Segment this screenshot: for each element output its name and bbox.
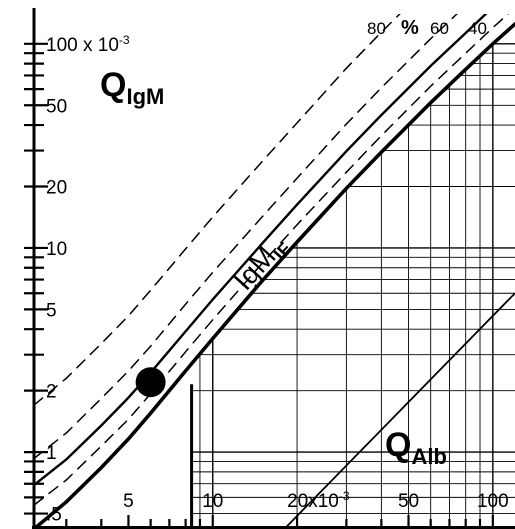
x-tick-label: 50 bbox=[398, 491, 419, 512]
x-tick-label-base: 20x10 bbox=[287, 491, 339, 512]
series-lines bbox=[34, 14, 515, 529]
x-tick-label: 5 bbox=[123, 491, 134, 512]
x-axis-title-sub: Alb bbox=[411, 444, 446, 469]
series-line bbox=[34, 14, 458, 460]
percent-label-80: 80 bbox=[367, 19, 386, 38]
series-line bbox=[34, 14, 510, 506]
y-tick-label-base: 100 x 10 bbox=[46, 35, 119, 56]
y-tick-label: 50 bbox=[46, 96, 67, 117]
data-points bbox=[135, 367, 166, 398]
series-line bbox=[34, 22, 515, 529]
x-axis-title-main: Q bbox=[385, 426, 411, 464]
series-line bbox=[34, 14, 401, 406]
tick-marks bbox=[24, 42, 494, 529]
y-tick-label: 5 bbox=[46, 300, 57, 321]
y-axis-title-main: Q bbox=[100, 66, 126, 104]
percent-label-40: 40 bbox=[468, 19, 487, 38]
x-tick-label: 100 bbox=[477, 491, 509, 512]
y-axis-title-sub: IgM bbox=[126, 84, 164, 109]
reference-lines bbox=[190, 292, 515, 529]
percent-label-60: 60 bbox=[430, 19, 449, 38]
y-tick-label: 1 bbox=[46, 443, 57, 464]
x-tick-label-exp: -3 bbox=[339, 489, 350, 503]
y-tick-label: 100 x 10-3 bbox=[46, 33, 130, 56]
x-axis-title: QAlb bbox=[385, 426, 447, 469]
x-tick-label: 10 bbox=[202, 491, 223, 512]
y-axis-title: QIgM bbox=[100, 66, 164, 109]
y-tick-label: 2 bbox=[46, 382, 57, 403]
chart-titles: QIgM QAlb IgMIF 80 % 60 40 bbox=[100, 17, 487, 469]
reference-line bbox=[283, 292, 515, 529]
data-point bbox=[135, 367, 166, 398]
y-tick-label: 20 bbox=[46, 178, 67, 199]
percent-label-sign: % bbox=[401, 17, 419, 39]
y-tick-label: .5 bbox=[46, 505, 62, 526]
curve-label: IgMIF bbox=[227, 229, 295, 299]
y-tick-label-exp: -3 bbox=[119, 33, 130, 47]
x-tick-label: 20x10-3 bbox=[287, 489, 350, 512]
y-tick-label: 10 bbox=[46, 239, 67, 260]
series-line bbox=[34, 14, 488, 487]
